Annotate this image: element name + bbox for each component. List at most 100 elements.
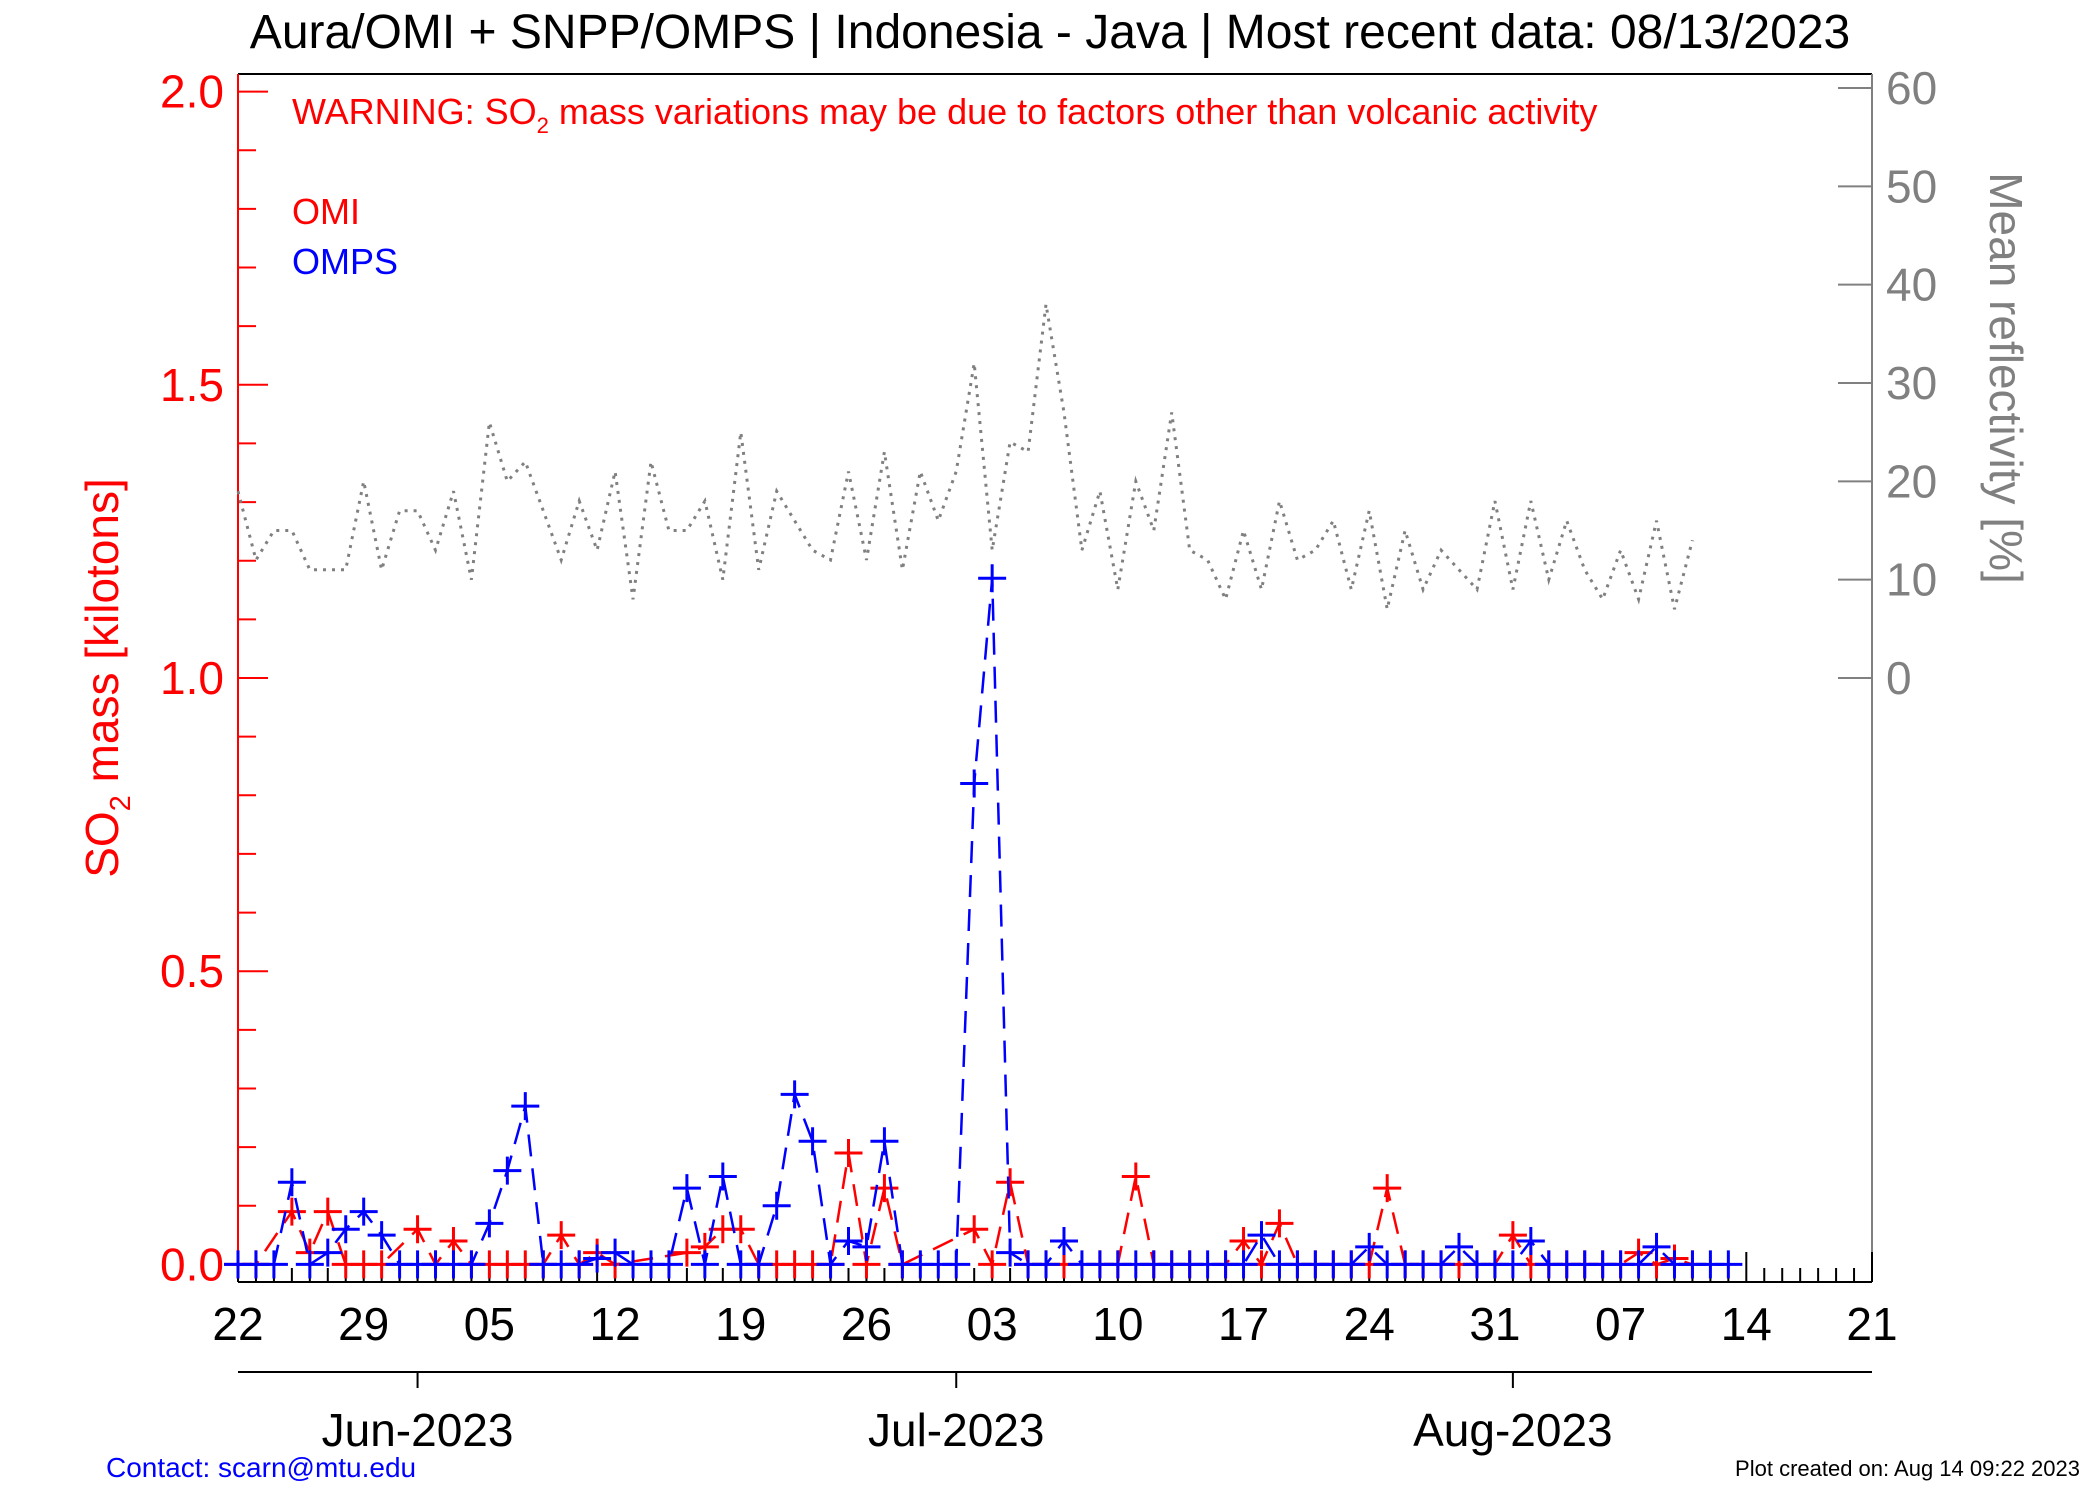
- reflectivity-series: [236, 304, 1694, 610]
- chart-annotations: WARNING: SO2 mass variations may be due …: [292, 91, 1597, 282]
- omi-point: [439, 1226, 468, 1255]
- omps-point: [708, 1162, 737, 1191]
- omps-point: [295, 1250, 324, 1279]
- omi-point: [277, 1197, 306, 1226]
- omps-point: [1032, 1250, 1061, 1279]
- omi-point: [834, 1138, 863, 1167]
- x-axis-tick-label: 03: [967, 1298, 1018, 1350]
- left-axis-tick-label: 0.5: [160, 945, 224, 997]
- omi-point: [978, 1250, 1007, 1279]
- x-axis-tick-label: 10: [1092, 1298, 1143, 1350]
- omps-point: [1229, 1250, 1258, 1279]
- month-axis-label: Aug-2023: [1413, 1404, 1613, 1456]
- month-axis-label: Jun-2023: [322, 1404, 514, 1456]
- omps-point: [942, 1250, 971, 1279]
- omi-point: [403, 1215, 432, 1244]
- warning-text: WARNING: SO2 mass variations may be due …: [292, 91, 1597, 138]
- x-axis-tick-label: 14: [1721, 1298, 1772, 1350]
- x-axis-tick-label: 21: [1846, 1298, 1897, 1350]
- omps-point: [978, 564, 1007, 593]
- left-axis-tick-label: 2.0: [160, 66, 224, 118]
- omps-line: [238, 578, 1729, 1268]
- right-axis-tick-label: 30: [1886, 357, 1937, 409]
- omps-point: [672, 1174, 701, 1203]
- omps-point: [331, 1215, 360, 1244]
- omi-point: [1121, 1162, 1150, 1191]
- omps-point: [1247, 1221, 1276, 1250]
- x-axis-tick-label: 22: [212, 1298, 263, 1350]
- omps-point: [349, 1197, 378, 1226]
- chart-title: Aura/OMI + SNPP/OMPS | Indonesia - Java …: [250, 6, 1850, 59]
- left-axis-title: SO2 mass [kilotons]: [76, 478, 137, 878]
- plot-created-note: Plot created on: Aug 14 09:22 2023: [1735, 1456, 2080, 1481]
- omps-point: [780, 1080, 809, 1109]
- x-axis-tick-label: 12: [589, 1298, 640, 1350]
- omps-point: [996, 1238, 1025, 1267]
- contact-link[interactable]: Contact: scarn@mtu.edu: [106, 1452, 417, 1483]
- omi-series: [224, 1138, 1707, 1279]
- omi-point: [1373, 1174, 1402, 1203]
- x-axis-tick-label: 05: [464, 1298, 515, 1350]
- omps-point: [762, 1191, 791, 1220]
- omi-point: [996, 1168, 1025, 1197]
- omps-point: [277, 1168, 306, 1197]
- omps-point: [457, 1250, 486, 1279]
- omps-point: [1355, 1232, 1384, 1261]
- omps-point: [1516, 1226, 1545, 1255]
- omps-point: [367, 1221, 396, 1250]
- omps-point: [601, 1238, 630, 1267]
- omps-point: [816, 1250, 845, 1279]
- omi-point: [672, 1238, 701, 1267]
- x-axis-tick-label: 07: [1595, 1298, 1646, 1350]
- right-axis-tick-label: 40: [1886, 259, 1937, 311]
- month-axis-label: Jul-2023: [868, 1404, 1044, 1456]
- omps-point: [1445, 1232, 1474, 1261]
- omps-point: [1427, 1250, 1456, 1279]
- right-axis-tick-label: 50: [1886, 160, 1937, 212]
- omps-point: [259, 1250, 288, 1279]
- omps-point: [1049, 1226, 1078, 1255]
- left-axis-tick-label: 1.0: [160, 652, 224, 704]
- omps-point: [1642, 1232, 1671, 1261]
- x-axis-tick-label: 26: [841, 1298, 892, 1350]
- legend-item: OMPS: [292, 241, 398, 282]
- omi-point: [313, 1197, 342, 1226]
- omps-point: [583, 1244, 612, 1273]
- x-axis-tick-label: 31: [1469, 1298, 1520, 1350]
- right-axis-title: Mean reflectivity [%]: [1980, 172, 2032, 584]
- omi-point: [1229, 1226, 1258, 1255]
- left-axis-tick-label: 1.5: [160, 359, 224, 411]
- right-axis-tick-label: 60: [1886, 62, 1937, 114]
- omps-point: [834, 1226, 863, 1255]
- omps-point: [1714, 1250, 1743, 1279]
- omps-point: [870, 1127, 899, 1156]
- omps-point: [511, 1092, 540, 1121]
- omi-point: [726, 1215, 755, 1244]
- x-axis-tick-label: 29: [338, 1298, 389, 1350]
- left-axis-tick-label: 0.0: [160, 1238, 224, 1290]
- omps-point: [313, 1238, 342, 1267]
- omps-point: [1337, 1250, 1366, 1279]
- mean-reflectivity-line: [236, 304, 1694, 610]
- omps-point: [960, 769, 989, 798]
- x-axis-tick-label: 17: [1218, 1298, 1269, 1350]
- omps-point: [798, 1127, 827, 1156]
- right-axis-tick-label: 20: [1886, 455, 1937, 507]
- legend-item: OMI: [292, 191, 360, 232]
- omps-point: [744, 1250, 773, 1279]
- right-axis-tick-label: 10: [1886, 554, 1937, 606]
- omps-point: [1624, 1250, 1653, 1279]
- x-axis-tick-label: 24: [1344, 1298, 1395, 1350]
- omps-point: [654, 1250, 683, 1279]
- omi-point: [1265, 1209, 1294, 1238]
- omps-series: [224, 564, 1743, 1279]
- omi-line: [238, 1152, 1693, 1269]
- omi-point: [547, 1221, 576, 1250]
- omi-point: [870, 1174, 899, 1203]
- omi-point: [960, 1215, 989, 1244]
- omps-point: [1498, 1250, 1527, 1279]
- omps-point: [852, 1232, 881, 1261]
- omps-point: [565, 1250, 594, 1279]
- omps-point: [690, 1250, 719, 1279]
